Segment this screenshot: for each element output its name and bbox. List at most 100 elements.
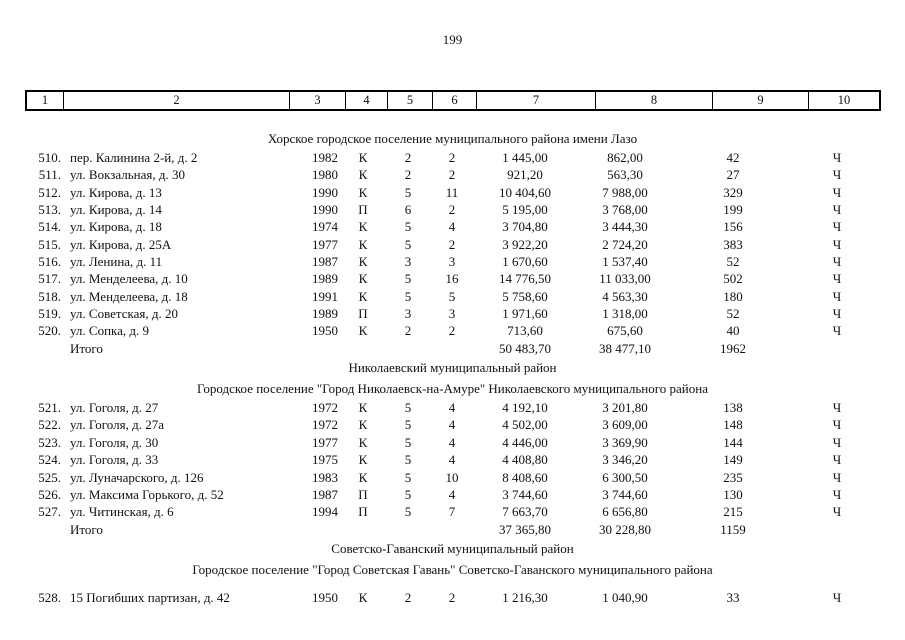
total-area: 7 663,70 [502,504,548,520]
mark: Ч [832,452,842,468]
address: ул. Сопка, д. 9 [70,323,150,339]
floors-count: 5 [404,236,412,252]
total-row: Итого 50 483,70 38 477,10 1962 [0,340,905,357]
address: ул. Менделеева, д. 18 [70,288,188,304]
total-area: 1 445,00 [502,150,548,165]
column-header-3: 3 [290,92,346,109]
mark: Ч [832,202,842,218]
year-built: 1990 [312,184,338,200]
floors-count: 5 [404,486,412,502]
entrances-count: 4 [448,434,456,450]
wall-material: К [358,434,368,450]
total-area: 10 404,60 [499,184,551,200]
address: 15 Погибших партизан, д. 42 [70,589,230,605]
residents-count: 144 [723,434,743,450]
table-row: 516. ул. Ленина, д. 11 1987 К 3 3 1 670,60 1 53… [0,253,905,270]
living-area: 1 040,90 [602,589,648,605]
table-row: 522. ул. Гоголя, д. 27а 1972 К 5 4 4 502,00 3 6… [0,416,905,433]
settlement-header: Городское поселение "Город Советская Гав… [192,561,713,577]
entrances-count: 2 [448,236,456,252]
wall-material: К [358,400,368,416]
mark: Ч [832,417,842,433]
row-number: 527. [38,504,61,520]
total-area: 3 922,20 [502,236,548,252]
living-area: 1 318,00 [602,306,648,322]
wall-material: К [358,469,368,485]
residents-count: 130 [723,486,743,502]
row-number: 510. [38,150,61,165]
table-row: 527. ул. Читинская, д. 6 1994 П 5 7 7 663,70 6 … [0,503,905,520]
mark: Ч [832,589,842,605]
table-row: 515. ул. Кирова, д. 25А 1977 К 5 2 3 922,20 2 7… [0,236,905,253]
table-row: 514. ул. Кирова, д. 18 1974 К 5 4 3 704,80 3 44… [0,218,905,235]
floors-count: 5 [404,219,412,235]
table-body: Хорское городское поселение муниципально… [0,128,905,606]
floors-count: 2 [404,323,412,339]
residents-count: 149 [723,452,743,468]
address: пер. Калинина 2-й, д. 2 [70,150,198,165]
residents-count: 502 [723,271,743,287]
wall-material: К [358,417,368,433]
entrances-count: 4 [448,417,456,433]
living-area: 1 537,40 [602,254,648,270]
district-header: Советско-Гаванский муниципальный район [331,540,574,556]
residents-count: 148 [723,417,743,433]
address: ул. Гоголя, д. 27 [70,400,159,416]
mark: Ч [832,219,842,235]
living-area-sum: 30 228,80 [599,521,651,537]
address: ул. Кирова, д. 13 [70,184,162,200]
year-built: 1987 [312,486,338,502]
living-area: 6 300,50 [602,469,648,485]
living-area: 675,60 [607,323,643,339]
district-header: Николаевский муниципальный район [348,360,557,376]
total-area: 3 704,80 [502,219,548,235]
row-number: 522. [38,417,61,433]
mark: Ч [832,150,842,165]
row-number: 511. [38,167,61,183]
living-area: 3 369,90 [602,434,648,450]
total-area: 14 776,50 [499,271,551,287]
table-row: 513. ул. Кирова, д. 14 1990 П 6 2 5 195,00 3 76… [0,201,905,218]
row-number: 513. [38,202,61,218]
column-header-9: 9 [713,92,809,109]
total-area: 8 408,60 [502,469,548,485]
floors-count: 5 [404,400,412,416]
row-number: 525. [38,469,61,485]
column-header-5: 5 [388,92,433,109]
table-row: 520. ул. Сопка, д. 9 1950 К 2 2 713,60 675,60 40… [0,322,905,339]
mark: Ч [832,184,842,200]
entrances-count: 2 [448,150,456,165]
row-number: 517. [38,271,61,287]
living-area: 3 444,30 [602,219,648,235]
residents-count: 215 [723,504,743,520]
row-number: 512. [38,184,61,200]
wall-material: П [358,486,368,502]
residents-count: 138 [723,400,743,416]
floors-count: 5 [404,434,412,450]
wall-material: П [358,504,368,520]
floors-count: 5 [404,469,412,485]
year-built: 1987 [312,254,338,270]
table-row: 525. ул. Луначарского, д. 126 1983 К 5 10 8 40… [0,469,905,486]
residents-sum: 1159 [720,521,746,537]
total-area: 1 216,30 [502,589,548,605]
table-row: 523. ул. Гоголя, д. 30 1977 К 5 4 4 446,00 3 36… [0,434,905,451]
mark: Ч [832,400,842,416]
row-number: 526. [38,486,61,502]
residents-count: 42 [726,150,740,165]
table-row: 510. пер. Калинина 2-й, д. 2 1982 К 2 2 1 445,… [0,149,905,166]
year-built: 1990 [312,202,338,218]
column-header-8: 8 [596,92,713,109]
wall-material: К [358,167,368,183]
address: ул. Менделеева, д. 10 [70,271,188,287]
living-area: 3 768,00 [602,202,648,218]
floors-count: 5 [404,452,412,468]
year-built: 1989 [312,306,338,322]
residents-count: 52 [726,306,740,322]
table-row: 518. ул. Менделеева, д. 18 1991 К 5 5 5 758,60… [0,288,905,305]
mark: Ч [832,254,842,270]
entrances-count: 2 [448,589,456,605]
year-built: 1989 [312,271,338,287]
column-number-header-row: 1 2 3 4 5 6 7 8 9 10 [25,90,881,111]
